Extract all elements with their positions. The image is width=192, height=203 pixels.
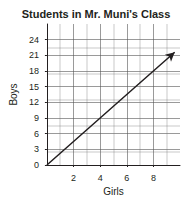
svg-text:6: 6: [34, 129, 39, 139]
svg-text:12: 12: [29, 97, 39, 107]
svg-text:21: 21: [29, 50, 39, 60]
svg-text:8: 8: [151, 173, 156, 183]
svg-text:3: 3: [34, 144, 39, 154]
svg-text:18: 18: [29, 66, 39, 76]
svg-text:24: 24: [29, 35, 39, 45]
svg-text:4: 4: [98, 173, 103, 183]
svg-text:15: 15: [29, 82, 39, 92]
svg-text:2: 2: [71, 173, 76, 183]
svg-text:Girls: Girls: [103, 186, 124, 197]
svg-text:0: 0: [34, 160, 39, 170]
svg-text:Boys: Boys: [8, 83, 19, 105]
svg-text:Students in Mr. Muni's Class: Students in Mr. Muni's Class: [22, 8, 171, 20]
svg-text:6: 6: [124, 173, 129, 183]
svg-text:9: 9: [34, 113, 39, 123]
